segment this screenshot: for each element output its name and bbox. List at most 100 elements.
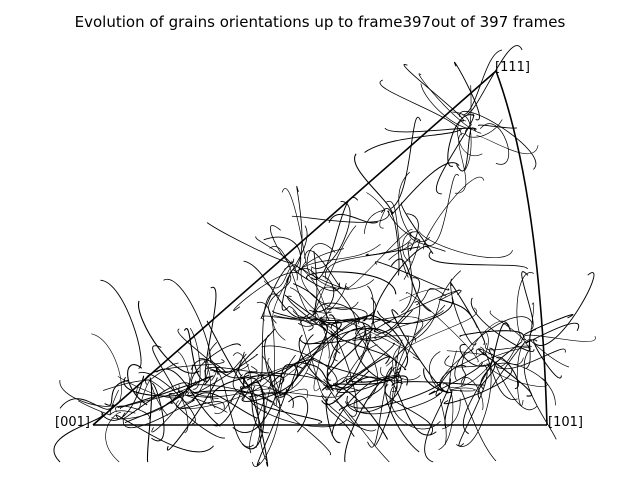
grain-trajectory-tail (329, 387, 359, 391)
chart-title: Evolution of grains orientations up to f… (75, 13, 566, 31)
grain-trajectory (402, 231, 420, 263)
grain-trajectory (363, 315, 408, 368)
grain-trajectory (313, 324, 329, 391)
grain-trajectory (204, 287, 217, 381)
grain-trajectory (435, 113, 475, 195)
grain-trajectory (478, 348, 532, 397)
grain-trajectory (181, 399, 189, 433)
grain-trajectory (447, 114, 475, 167)
corner-label-111: [111] (495, 60, 530, 75)
grain-trajectory (423, 177, 485, 250)
grain-trajectory (462, 347, 495, 435)
grain-trajectory (428, 250, 528, 270)
grain-trajectory-tail (299, 268, 319, 279)
grain-trajectory (401, 202, 434, 254)
grain-trajectory (495, 362, 556, 406)
grain-trajectory (264, 334, 282, 407)
grain-trajectory (238, 328, 276, 377)
grain-trajectory (259, 293, 280, 383)
grain-trajectory (163, 278, 211, 363)
grain-trajectory-tail (319, 285, 347, 321)
grain-trajectory (315, 302, 361, 320)
grain-trajectory (121, 382, 190, 420)
grain-trajectory-tail (387, 210, 421, 241)
grain-trajectory (255, 236, 298, 281)
grain-trajectory (325, 398, 341, 444)
grain-trajectory-tail (319, 319, 342, 339)
grain-trajectory (326, 327, 361, 381)
grain-trajectory (151, 383, 165, 442)
grain-trajectory-tail (464, 124, 472, 171)
grain-trajectory-tail (249, 384, 282, 397)
grain-trajectory-tail (412, 299, 441, 341)
grain-trajectory-tail (380, 367, 396, 378)
grain-trajectory (241, 391, 323, 424)
grain-trajectory (331, 377, 388, 436)
grain-trajectory (330, 318, 391, 329)
grain-trajectory-tail (452, 111, 471, 126)
grain-trajectory (478, 124, 518, 129)
grain-trajectory (267, 341, 326, 389)
grain-trajectory (325, 375, 363, 391)
grain-trajectory (467, 45, 523, 115)
grain-trajectory-tail (388, 239, 421, 261)
grain-trajectory (385, 304, 446, 367)
grain-trajectory-tail (209, 364, 250, 373)
grain-trajectory (376, 297, 453, 324)
grain-trajectory (105, 412, 122, 463)
grain-trajectory (470, 297, 535, 352)
grain-trajectory (400, 242, 413, 313)
grain-trajectory (166, 377, 218, 451)
grain-trajectory (206, 222, 293, 264)
grain-trajectory (177, 328, 218, 373)
edge-001-111 (92, 70, 497, 426)
grain-trajectory (251, 385, 269, 434)
grain-trajectory (399, 288, 444, 302)
grain-trajectory (116, 414, 214, 453)
grain-trajectory (269, 246, 312, 315)
grain-trajectory (389, 386, 441, 430)
grain-trajectory (482, 352, 518, 400)
grain-trajectory (438, 298, 478, 328)
grain-trajectory-tail (292, 310, 321, 321)
grain-trajectory-tail (360, 329, 367, 360)
grain-trajectory (476, 135, 539, 154)
grain-trajectory (291, 210, 389, 223)
grain-trajectory (384, 366, 420, 453)
grain-trajectory (390, 116, 422, 209)
grain-trajectory (297, 361, 334, 392)
grain-trajectory-tail (446, 350, 486, 356)
grain-trajectory (168, 393, 225, 439)
grain-trajectory (379, 79, 462, 136)
grain-trajectory-tail (109, 410, 136, 416)
grain-trajectory-tail (184, 364, 193, 396)
grain-trajectory (294, 270, 340, 292)
grain-trajectory (450, 278, 477, 346)
grain-trajectory-tail (184, 394, 219, 399)
grain-trajectory-tail (249, 375, 265, 386)
grain-trajectory (418, 73, 482, 134)
plot-area (53, 45, 596, 467)
grain-trajectory (256, 388, 288, 466)
grain-trajectory (523, 348, 557, 440)
grain-trajectory (272, 403, 331, 456)
grain-trajectory-tail (78, 400, 111, 416)
grain-trajectory (100, 279, 142, 370)
grain-trajectory (288, 306, 327, 399)
grain-trajectory (370, 316, 424, 336)
grain-trajectory-tail (262, 355, 281, 396)
grain-trajectory (255, 391, 342, 398)
grain-trajectory-tail (469, 85, 472, 126)
grain-trajectory (312, 225, 357, 316)
grain-trajectory (396, 336, 409, 384)
grain-trajectory-tail (149, 362, 179, 381)
grain-trajectory (335, 356, 390, 397)
grain-trajectory-tail (364, 329, 370, 353)
grain-trajectory-tail (159, 394, 186, 412)
grain-trajectory (403, 63, 464, 122)
grain-trajectory (454, 62, 480, 120)
grain-trajectory (429, 351, 449, 392)
grain-trajectory-tail (299, 317, 321, 324)
grain-trajectory (364, 128, 462, 153)
grain-trajectory (260, 262, 292, 320)
